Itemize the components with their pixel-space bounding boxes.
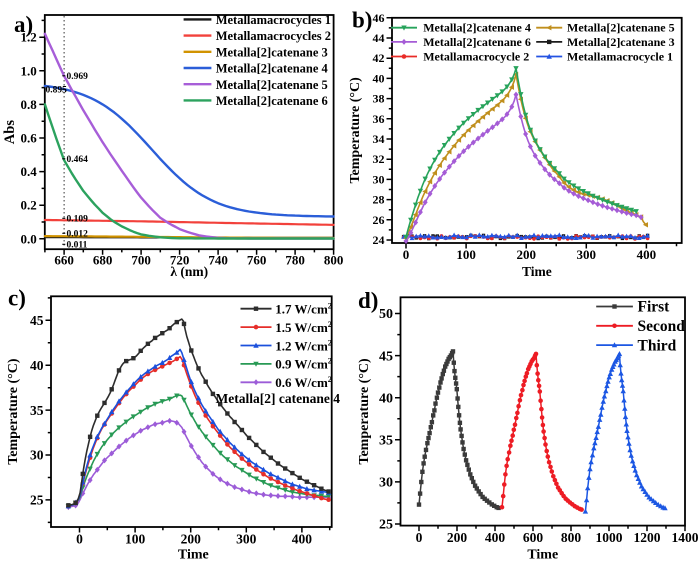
svg-text:d): d) (358, 288, 378, 313)
svg-text:700: 700 (131, 253, 151, 268)
svg-text:200: 200 (516, 247, 536, 262)
svg-text:1.2 W/cm2: 1.2 W/cm2 (275, 337, 332, 353)
svg-text:36: 36 (373, 112, 385, 126)
svg-text:44: 44 (373, 31, 385, 45)
svg-text:400: 400 (292, 532, 313, 547)
svg-text:30: 30 (373, 172, 385, 186)
svg-text:Third: Third (638, 337, 677, 354)
svg-text:c): c) (8, 286, 26, 311)
svg-text:Metalla[2]catenane 6: Metalla[2]catenane 6 (216, 94, 328, 108)
svg-text:40: 40 (373, 71, 385, 85)
svg-text:300: 300 (236, 532, 257, 547)
svg-text:Metalla[2]catenane 3: Metalla[2]catenane 3 (216, 45, 328, 59)
svg-text:200: 200 (447, 530, 468, 545)
svg-text:1.2: 1.2 (21, 30, 37, 45)
svg-text:30: 30 (379, 476, 393, 491)
svg-text:40: 40 (379, 391, 393, 406)
svg-text:Second: Second (638, 318, 686, 335)
svg-text:26: 26 (373, 213, 385, 227)
svg-text:Metalla[2]catenane 4: Metalla[2]catenane 4 (216, 62, 329, 76)
svg-text:740: 740 (208, 253, 228, 268)
svg-text:30: 30 (30, 448, 44, 463)
svg-text:First: First (638, 299, 671, 316)
svg-text:42: 42 (373, 51, 385, 65)
svg-text:1.5 W/cm2: 1.5 W/cm2 (275, 319, 332, 335)
svg-text:45: 45 (30, 313, 44, 328)
svg-text:0.2: 0.2 (21, 198, 37, 213)
svg-text:760: 760 (247, 253, 267, 268)
svg-text:25: 25 (379, 518, 393, 533)
svg-text:100: 100 (125, 532, 146, 547)
svg-text:Metalla[2] catenane 4: Metalla[2] catenane 4 (216, 391, 341, 406)
svg-text:λ (nm): λ (nm) (170, 264, 208, 279)
svg-text:0.4: 0.4 (21, 164, 38, 179)
svg-text:Metallamacrocycles 2: Metallamacrocycles 2 (216, 29, 331, 43)
svg-text:680: 680 (93, 253, 113, 268)
svg-text:45: 45 (379, 349, 393, 364)
svg-text:1200: 1200 (634, 530, 661, 545)
svg-text:720: 720 (170, 253, 190, 268)
svg-text:1400: 1400 (672, 530, 699, 545)
svg-text:35: 35 (30, 403, 44, 418)
svg-text:b): b) (352, 8, 372, 33)
svg-text:0.8: 0.8 (21, 97, 38, 112)
svg-text:780: 780 (285, 253, 305, 268)
svg-text:28: 28 (373, 193, 385, 207)
svg-text:a): a) (14, 12, 33, 37)
svg-text:Temperature (°C): Temperature (°C) (357, 358, 372, 465)
svg-text:0: 0 (416, 530, 423, 545)
svg-text:25: 25 (30, 493, 44, 508)
svg-text:0.012: 0.012 (67, 230, 89, 240)
svg-text:Metalla[2]catenane 4: Metalla[2]catenane 4 (423, 21, 531, 35)
svg-text:40: 40 (30, 358, 44, 373)
svg-text:0.969: 0.969 (67, 72, 89, 82)
svg-text:Time: Time (522, 264, 552, 279)
svg-text:35: 35 (379, 434, 393, 449)
svg-text:400: 400 (485, 530, 506, 545)
svg-text:0.6: 0.6 (21, 131, 38, 146)
svg-text:0: 0 (403, 247, 410, 262)
svg-text:400: 400 (637, 247, 657, 262)
svg-text:Metallamacrocycle 2: Metallamacrocycle 2 (423, 50, 529, 64)
svg-text:1000: 1000 (596, 530, 623, 545)
svg-text:0.109: 0.109 (67, 215, 89, 225)
svg-text:50: 50 (379, 307, 393, 322)
svg-text:0.0: 0.0 (21, 231, 37, 246)
svg-text:100: 100 (456, 247, 476, 262)
svg-text:0.6 W/cm2: 0.6 W/cm2 (275, 374, 332, 390)
svg-text:0.9 W/cm2: 0.9 W/cm2 (275, 356, 332, 372)
svg-text:46: 46 (373, 11, 385, 25)
svg-text:Metalla[2]catenane 5: Metalla[2]catenane 5 (216, 78, 328, 92)
svg-text:0.011: 0.011 (67, 241, 88, 251)
svg-text:200: 200 (181, 532, 202, 547)
svg-text:32: 32 (373, 152, 385, 166)
svg-text:600: 600 (523, 530, 544, 545)
svg-text:0.895: 0.895 (46, 86, 68, 96)
svg-text:Metalla[2]catenane 5: Metalla[2]catenane 5 (567, 21, 675, 35)
svg-text:Temperature (°C): Temperature (°C) (6, 358, 21, 465)
svg-text:Temperature (°C): Temperature (°C) (348, 77, 363, 184)
svg-text:38: 38 (373, 92, 385, 106)
svg-text:1.7 W/cm2: 1.7 W/cm2 (275, 301, 332, 317)
svg-text:Time: Time (178, 548, 209, 563)
svg-text:Metalla[2]catenane 6: Metalla[2]catenane 6 (423, 35, 531, 49)
svg-text:34: 34 (373, 132, 385, 146)
svg-text:24: 24 (373, 233, 385, 247)
svg-text:660: 660 (54, 253, 74, 268)
svg-text:Abs: Abs (2, 120, 18, 145)
svg-text:300: 300 (577, 247, 597, 262)
svg-text:800: 800 (561, 530, 582, 545)
svg-text:0.464: 0.464 (67, 155, 89, 165)
svg-text:0: 0 (76, 532, 83, 547)
svg-text:1.0: 1.0 (21, 63, 37, 78)
svg-text:Metalla[2]catenane 3: Metalla[2]catenane 3 (567, 35, 675, 49)
svg-text:Time: Time (527, 548, 558, 563)
svg-text:Metallamacrocycles 1: Metallamacrocycles 1 (216, 13, 331, 27)
svg-text:Metallamacrocycle 1: Metallamacrocycle 1 (567, 50, 673, 64)
svg-text:800: 800 (324, 253, 344, 268)
